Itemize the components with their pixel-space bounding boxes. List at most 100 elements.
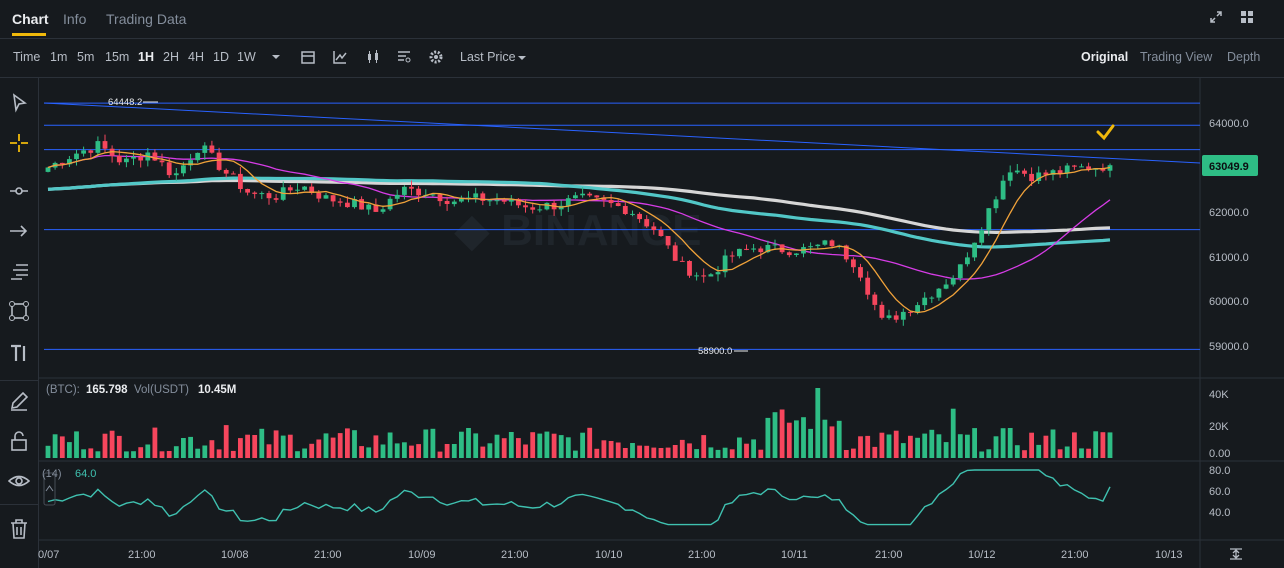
horizontal-lines[interactable] (44, 102, 1200, 350)
collapse-panel-toggle[interactable] (43, 472, 56, 506)
arrow-icon[interactable] (8, 220, 30, 242)
rsi-line (47, 469, 1111, 526)
template-icon[interactable] (396, 49, 412, 65)
volume-bar (508, 432, 514, 458)
volume-bar (238, 438, 243, 458)
eye-icon[interactable] (8, 470, 30, 492)
interval-15m[interactable]: 15m (105, 50, 130, 64)
price-type-chevron-icon[interactable] (514, 50, 530, 66)
fib-icon[interactable] (8, 260, 30, 282)
interval-1d[interactable]: 1D (213, 50, 229, 64)
calendar-icon[interactable] (300, 49, 316, 65)
candle-body (487, 200, 493, 202)
more-intervals-chevron-icon[interactable] (268, 49, 284, 65)
candle-body (872, 294, 878, 305)
interval-4h[interactable]: 4H (188, 50, 204, 64)
line-icon[interactable] (8, 180, 30, 202)
candle-body (516, 198, 521, 206)
candle-body (359, 199, 364, 210)
candle-body (124, 158, 129, 163)
volume-bar (152, 427, 158, 458)
shape-icon[interactable] (8, 300, 30, 322)
price-type-select[interactable]: Last Price (460, 50, 516, 64)
indicators-icon[interactable] (332, 49, 348, 65)
interval-1m[interactable]: 1m (50, 50, 68, 64)
candle-body (523, 205, 528, 208)
expand-icon[interactable] (1209, 10, 1223, 24)
candle-body (216, 152, 222, 170)
volume-bar (309, 443, 315, 458)
auto-scale-icon[interactable] (1230, 548, 1242, 560)
rsi-label: (14) (42, 468, 62, 480)
candle-body (601, 197, 607, 200)
volume-bar (929, 429, 935, 458)
tab-info[interactable]: Info (63, 11, 87, 27)
time-label: 21:00 (1061, 549, 1089, 561)
candle-body (209, 145, 215, 153)
candle-body (808, 246, 813, 248)
volume-bar (466, 428, 471, 458)
volume-bar (573, 450, 578, 458)
volume-tick: 40K (1209, 389, 1229, 401)
time-label: 21:00 (314, 549, 342, 561)
candle-body (1014, 170, 1020, 173)
candle-body (843, 245, 849, 260)
cursor-icon[interactable] (8, 92, 30, 114)
candle-body (416, 188, 421, 196)
lock-icon[interactable] (8, 430, 30, 452)
candle-body (993, 199, 999, 209)
candle-body (900, 311, 906, 320)
volume-bar (722, 447, 728, 458)
volume-bar (936, 434, 942, 458)
volume-btc-value: 165.798 (86, 384, 128, 396)
view-original[interactable]: Original (1081, 50, 1129, 64)
trash-icon[interactable] (8, 518, 30, 540)
high-price-annotation: 64448.2 (108, 97, 142, 108)
candle-body (751, 248, 756, 250)
volume-bar (786, 422, 792, 458)
price-tick: 61000.0 (1209, 252, 1249, 264)
tab-trading-data[interactable]: Trading Data (106, 11, 187, 27)
interval-1w[interactable]: 1W (237, 50, 256, 64)
layout-grid-icon[interactable] (1240, 10, 1254, 24)
candle-type-icon[interactable] (365, 49, 381, 65)
pencil-icon[interactable] (8, 390, 30, 412)
volume-bar (979, 451, 985, 458)
view-trading-view[interactable]: Trading View (1140, 50, 1213, 64)
price-tick: 64000.0 (1209, 118, 1249, 130)
view-depth[interactable]: Depth (1227, 50, 1261, 64)
candle-body (473, 193, 479, 198)
volume-bar (886, 434, 892, 458)
candle-body (908, 311, 913, 313)
candle-body (622, 206, 628, 214)
time-label: 10/11 (781, 549, 808, 561)
tab-chart[interactable]: Chart (12, 11, 49, 27)
interval-1h[interactable]: 1H (138, 50, 154, 64)
volume-bar (173, 446, 179, 458)
candle-body (402, 186, 407, 195)
low-price-annotation: 58900.0 (698, 346, 732, 357)
trend-line[interactable] (43, 102, 1201, 164)
candle-body (508, 198, 514, 202)
volume-bar (352, 430, 357, 458)
volume-bar (943, 442, 949, 458)
collapse-chevron-icon[interactable] (45, 485, 54, 492)
volume-bar (166, 451, 172, 458)
volume-bar (181, 438, 186, 458)
volume-bar (865, 435, 871, 458)
settings-gear-icon[interactable] (428, 49, 444, 65)
volume-bar (280, 435, 286, 458)
volume-bar (81, 449, 86, 458)
time-axis: 0/07 21:00 10/08 21:00 10/09 21:00 10/10 21:00 1… (38, 549, 1183, 561)
interval-5m[interactable]: 5m (77, 50, 95, 64)
top-tab-bar: Chart Info Trading Data (0, 0, 1284, 39)
candle-body (309, 186, 315, 193)
text-icon[interactable] (8, 342, 30, 364)
crosshair-icon[interactable] (8, 132, 30, 154)
interval-2h[interactable]: 2H (163, 50, 179, 64)
candle-body (544, 202, 550, 210)
volume-bar (402, 442, 407, 458)
candle-body (936, 288, 942, 298)
candle-body (252, 192, 258, 194)
